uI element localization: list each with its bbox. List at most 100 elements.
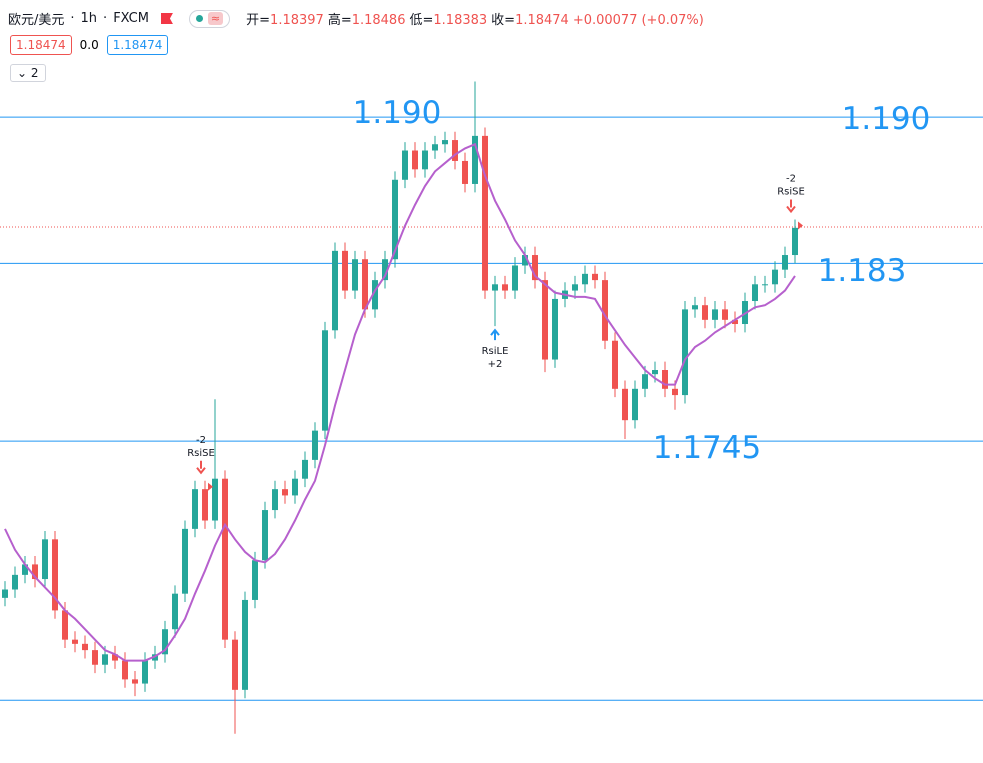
wave-icon: ≈ bbox=[207, 12, 224, 25]
candle-body bbox=[272, 489, 278, 511]
interval: 1h bbox=[80, 11, 98, 26]
ohlc-stats: 开=1.18397 高=1.18486 低=1.18383 收=1.18474 +0.0… bbox=[246, 9, 708, 28]
candle-body bbox=[382, 259, 388, 281]
candle-body bbox=[772, 269, 778, 285]
candle-body bbox=[532, 255, 538, 281]
candle-body bbox=[682, 309, 688, 396]
candle-body bbox=[172, 593, 178, 630]
candle-body bbox=[262, 510, 268, 561]
signal-label: RsiSE bbox=[187, 448, 215, 459]
signal-arrow bbox=[490, 328, 500, 341]
candle-body bbox=[512, 265, 518, 291]
candle-body bbox=[32, 564, 38, 580]
candle-body bbox=[362, 259, 368, 310]
moving-average bbox=[4, 142, 796, 662]
signal-marker bbox=[208, 482, 213, 491]
status-pill[interactable]: ≈ bbox=[188, 9, 231, 28]
candle-body bbox=[542, 280, 548, 360]
candle-body bbox=[412, 150, 418, 170]
level-label: 1.183 bbox=[818, 253, 907, 289]
stat-label: 开= bbox=[246, 13, 271, 28]
change-pct: (+0.07%) bbox=[641, 13, 704, 28]
candle-body bbox=[432, 144, 438, 151]
sell-price[interactable]: 1.18474 bbox=[10, 35, 72, 55]
candle-body bbox=[202, 489, 208, 521]
buy-price[interactable]: 1.18474 bbox=[106, 35, 169, 55]
candle-body bbox=[792, 227, 798, 256]
stat-value: 1.18383 bbox=[433, 13, 488, 28]
sep: · bbox=[70, 11, 75, 26]
candle-body bbox=[662, 370, 668, 389]
candle-body bbox=[592, 273, 598, 281]
candle-body bbox=[692, 305, 698, 310]
candle-body bbox=[552, 298, 558, 360]
candle-body bbox=[2, 589, 8, 598]
signal-qty: -2 bbox=[196, 435, 206, 446]
symbol: 欧元/美元 bbox=[8, 13, 65, 28]
stat-label: 高= bbox=[327, 13, 352, 28]
status-dot bbox=[195, 15, 203, 22]
candle-body bbox=[322, 330, 328, 431]
candle-body bbox=[52, 539, 58, 611]
candle-body bbox=[342, 250, 348, 291]
signal-label: RsiLE bbox=[482, 346, 509, 357]
candle-body bbox=[372, 280, 378, 310]
stat-label: 收= bbox=[491, 13, 516, 28]
candle-body bbox=[782, 255, 788, 270]
spread: 0.0 bbox=[79, 38, 99, 52]
candle-body bbox=[572, 284, 578, 291]
candle-body bbox=[22, 564, 28, 575]
candle-body bbox=[72, 639, 78, 644]
candle-body bbox=[462, 160, 468, 184]
candle-body bbox=[482, 135, 488, 291]
candle-body bbox=[452, 140, 458, 161]
candle-body bbox=[292, 478, 298, 496]
flag-icon[interactable] bbox=[160, 13, 173, 24]
candle-body bbox=[352, 259, 358, 291]
candle-body bbox=[642, 374, 648, 389]
candle-body bbox=[422, 150, 428, 170]
indicator-count: 2 bbox=[30, 66, 39, 80]
stat-value: 1.18397 bbox=[270, 13, 324, 28]
candle-body bbox=[652, 370, 658, 375]
candle-body bbox=[442, 140, 448, 145]
stat-value: 1.18486 bbox=[351, 13, 406, 28]
exchange: FXCM bbox=[113, 11, 149, 26]
candle-body bbox=[232, 639, 238, 690]
candle-body bbox=[632, 388, 638, 421]
candle-body bbox=[712, 309, 718, 320]
candle-body bbox=[112, 654, 118, 661]
signal-qty: -2 bbox=[786, 173, 796, 184]
candle-body bbox=[582, 273, 588, 285]
candle-body bbox=[82, 643, 88, 651]
candle-body bbox=[762, 284, 768, 286]
level-label: 1.190 bbox=[842, 101, 931, 137]
indicator-toggle[interactable]: ⌄ 2 bbox=[10, 64, 46, 82]
candle-body bbox=[102, 654, 108, 665]
signal-arrow bbox=[196, 460, 206, 475]
candle-body bbox=[42, 539, 48, 580]
candle-body bbox=[142, 660, 148, 684]
candle-body bbox=[492, 284, 498, 291]
header: 欧元/美元 · 1h · FXCM ≈ 开=1.18397 高=1.18486 低=1.… bbox=[8, 9, 708, 28]
candle-body bbox=[132, 679, 138, 684]
candle-body bbox=[122, 660, 128, 680]
candle-body bbox=[602, 280, 608, 341]
candle-body bbox=[752, 284, 758, 302]
candle-body bbox=[302, 459, 308, 479]
change: +0.00077 bbox=[572, 13, 638, 28]
candle-body bbox=[402, 150, 408, 180]
candle-body bbox=[62, 610, 68, 640]
price-boxes: 1.18474 0.0 1.18474 bbox=[10, 35, 169, 55]
candle-body bbox=[92, 650, 98, 665]
candle-body bbox=[212, 478, 218, 521]
candle-body bbox=[702, 305, 708, 320]
candle-body bbox=[192, 489, 198, 529]
candle-body bbox=[12, 574, 18, 590]
sep: · bbox=[103, 11, 108, 26]
candle-body bbox=[182, 528, 188, 594]
candle-body bbox=[612, 340, 618, 389]
candle-body bbox=[312, 430, 318, 460]
